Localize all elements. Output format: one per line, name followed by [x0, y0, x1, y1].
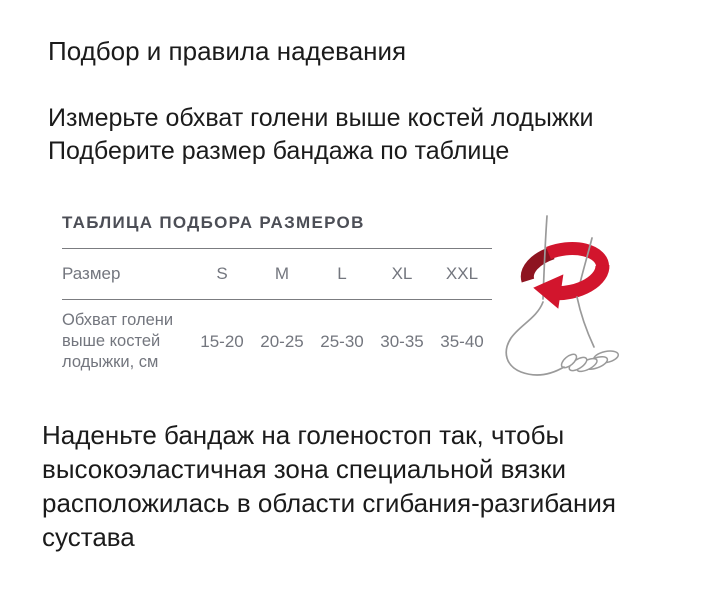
- intro-paragraph: Измерьте обхват голени выше костей лодыж…: [48, 102, 593, 168]
- size-cell-l: L: [337, 264, 347, 283]
- measuring-band-back: [520, 241, 610, 283]
- instruction-line-1: Наденьте бандаж на голеностоп так, чтобы: [42, 420, 565, 450]
- size-cell-s: S: [216, 264, 228, 283]
- size-cell-xxl: XXL: [445, 264, 479, 283]
- girth-cell-m: 20-25: [260, 331, 304, 351]
- ankle-measurement-illustration: [493, 206, 663, 406]
- page-title: Подбор и правила надевания: [48, 36, 407, 66]
- measuring-band-front: [533, 264, 610, 309]
- instruction-line-2: высокоэластичная зона специальной вязки: [42, 454, 567, 484]
- size-cell-xl: XL: [391, 264, 413, 283]
- intro-line-measure: Измерьте обхват голени выше костей лодыж…: [48, 104, 594, 132]
- foot-outline: [505, 296, 620, 376]
- girth-row-label: Обхват голени выше костей лодыжки, см: [62, 311, 174, 371]
- intro-line-choose: Подберите размер бандажа по таблице: [48, 137, 510, 165]
- instruction-paragraph: Наденьте бандаж на голеностоп так, чтобы…: [42, 418, 616, 554]
- girth-cell-xxl: 35-40: [440, 331, 484, 351]
- rotation-arrowhead-icon: [533, 274, 564, 309]
- instruction-line-4: сустава: [42, 522, 135, 552]
- girth-cell-l: 25-30: [320, 331, 364, 351]
- size-table: Размер S M L XL XXL Обхват голени выше к…: [62, 248, 492, 387]
- size-table-header-row: Размер S M L XL XXL: [62, 248, 492, 299]
- size-table-heading: ТАБЛИЦА ПОДБОРА РАЗМЕРОВ: [62, 213, 365, 232]
- foot-with-measuring-band-icon: [505, 215, 620, 376]
- size-row-label: Размер: [62, 264, 121, 283]
- girth-cell-s: 15-20: [200, 331, 244, 351]
- girth-cell-xl: 30-35: [380, 331, 424, 351]
- size-cell-m: M: [274, 264, 290, 283]
- instruction-line-3: расположилась в области сгибания-разгиба…: [42, 488, 616, 518]
- size-table-girth-row: Обхват голени выше костей лодыжки, см 15…: [62, 299, 492, 387]
